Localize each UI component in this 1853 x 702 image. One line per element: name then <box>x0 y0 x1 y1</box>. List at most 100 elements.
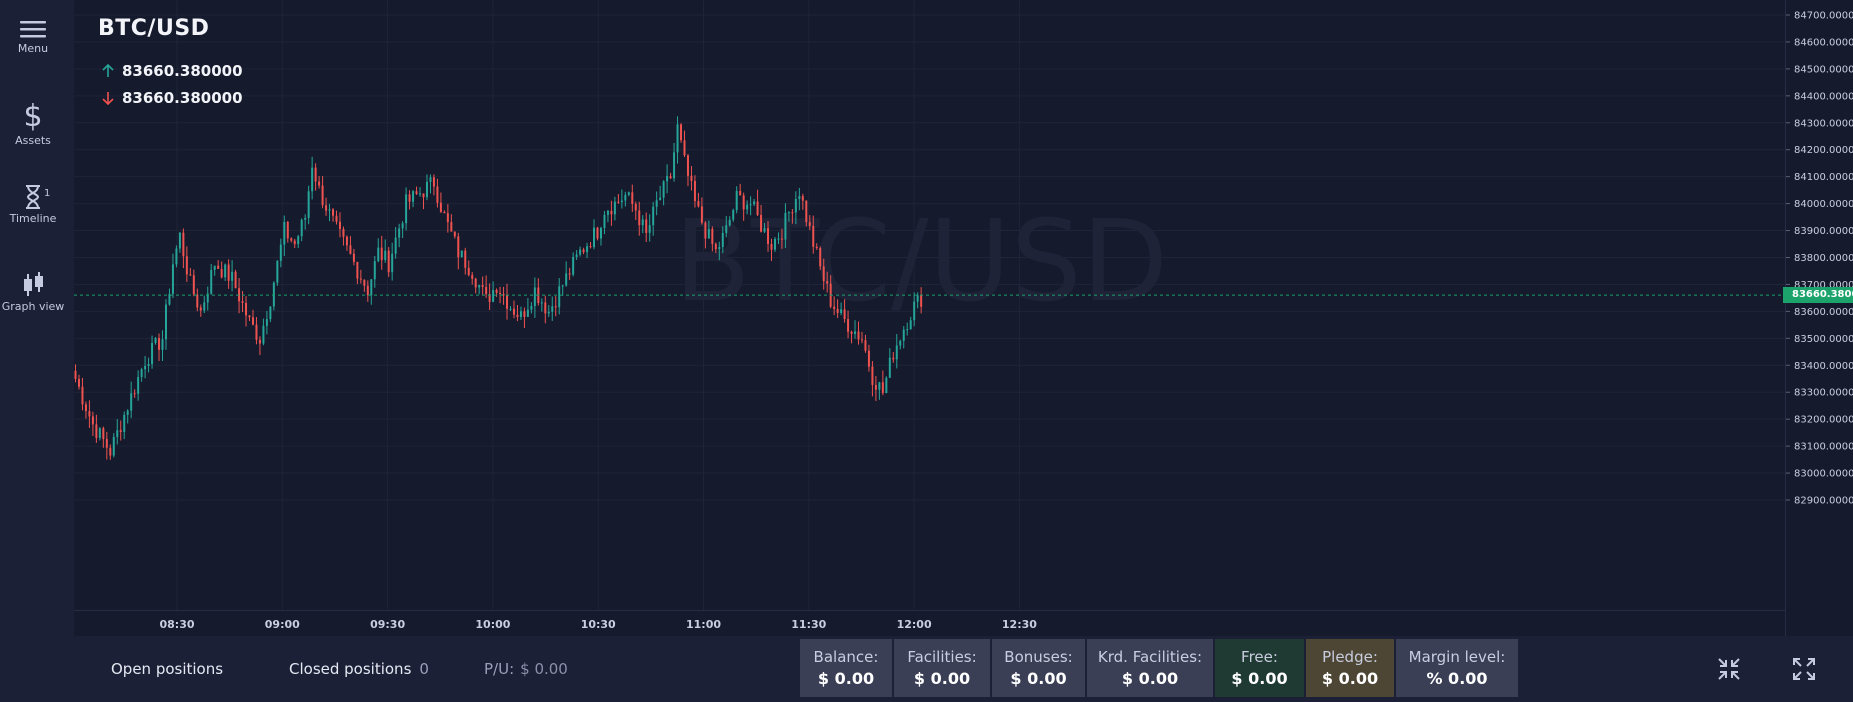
candle-body <box>777 238 780 240</box>
candle-body <box>164 304 167 340</box>
bid-quote: 83660.380000 <box>102 89 243 107</box>
sidebar-item-timeline[interactable]: 1 Timeline <box>0 184 66 225</box>
tab-open-positions[interactable]: Open positions <box>111 660 223 678</box>
candle-body <box>780 238 783 240</box>
candle-body <box>822 266 825 282</box>
pl-label: P/U: <box>484 660 515 678</box>
candle-body <box>293 240 296 245</box>
candle-body <box>325 205 328 211</box>
candle-body <box>189 274 192 276</box>
candle-body <box>338 221 341 229</box>
candle-body <box>126 410 129 415</box>
candle-body <box>217 265 220 269</box>
price-tick-label: 84000.0000 <box>1794 199 1853 210</box>
candle-body <box>74 370 77 379</box>
candle-body <box>711 228 714 244</box>
candle-body <box>652 206 655 226</box>
tab-label: Open positions <box>111 660 224 678</box>
candle-body <box>137 377 140 394</box>
candle-body <box>185 256 188 275</box>
ask-quote: 83660.380000 <box>102 62 243 80</box>
price-tick-label: 82900.0000 <box>1794 496 1853 507</box>
candle-body <box>318 181 321 186</box>
sidebar-item-menu[interactable]: Menu <box>0 18 66 55</box>
candle-body <box>446 213 449 223</box>
expand-button[interactable] <box>1791 656 1817 682</box>
time-axis[interactable]: 08:30 09:00 09:30 10:00 10:30 11:00 11:30 12:00… <box>74 610 1785 636</box>
candle-body <box>554 306 557 308</box>
candle-body <box>631 192 634 204</box>
candle-body <box>673 152 676 179</box>
candle-body <box>634 203 637 211</box>
price-tick-label: 84700.0000 <box>1794 11 1853 22</box>
instrument-symbol: BTC/USD <box>98 16 210 41</box>
candle-body <box>840 309 843 313</box>
candle-body <box>627 192 630 195</box>
candle-body <box>582 249 585 253</box>
candle-body <box>349 245 352 254</box>
chart-canvas[interactable]: BTC/USD <box>74 0 1785 610</box>
candle-body <box>98 428 101 438</box>
candle-body <box>467 267 470 275</box>
candle-body <box>885 377 888 394</box>
candle-body <box>732 210 735 220</box>
bottom-bar: Open positions Closed positions 0 P/U: $ 0… <box>0 636 1853 702</box>
candle-body <box>133 393 136 395</box>
candle-body <box>182 232 185 257</box>
candle-body <box>773 239 776 250</box>
candle-body <box>290 238 293 241</box>
candle-body <box>603 214 606 228</box>
candle-body <box>109 447 112 456</box>
candle-body <box>565 273 568 286</box>
candle-body <box>617 201 620 203</box>
time-tick-label: 09:30 <box>370 618 405 631</box>
candle-body <box>213 265 216 270</box>
candle-body <box>238 288 241 302</box>
price-tick-label: 84100.0000 <box>1794 172 1853 183</box>
price-tick-label: 84200.0000 <box>1794 145 1853 156</box>
candle-body <box>422 193 425 198</box>
candle-body <box>662 181 665 198</box>
candle-body <box>544 302 547 314</box>
candle-body <box>850 331 853 334</box>
price-axis[interactable]: 84700.0000 84600.0000 84500.0000 84400.0000… <box>1785 0 1853 636</box>
candle-body <box>568 273 571 275</box>
price-tick-label: 83100.0000 <box>1794 442 1853 453</box>
candle-body <box>519 311 522 318</box>
time-tick-label: 11:00 <box>686 618 721 631</box>
candle-body <box>714 243 717 250</box>
candle-body <box>168 293 171 305</box>
candle-body <box>391 253 394 273</box>
candle-body <box>787 212 790 214</box>
collapse-icon <box>1718 658 1740 680</box>
candle-body <box>436 186 439 203</box>
candle-body <box>739 191 742 196</box>
current-price-tag: 83660.3800 <box>1783 287 1853 304</box>
candle-body <box>91 416 94 425</box>
candle-body <box>335 215 338 222</box>
candle-body <box>746 204 749 210</box>
candle-body <box>676 124 679 153</box>
candle-body <box>119 430 122 433</box>
candle-body <box>659 197 662 201</box>
card-value: $ 0.00 <box>1010 669 1067 688</box>
facilities-card: Facilities: $ 0.00 <box>894 639 990 697</box>
arrow-down-icon <box>102 92 114 105</box>
candle-body <box>359 278 362 280</box>
candle-body <box>105 439 108 448</box>
candle-body <box>502 293 505 296</box>
collapse-button[interactable] <box>1716 656 1742 682</box>
candle-body <box>721 233 724 247</box>
price-chart[interactable]: BTC/USD <box>74 0 1785 610</box>
candle-body <box>412 191 415 202</box>
candle-body <box>530 305 533 310</box>
sidebar-item-label: Timeline <box>9 212 57 225</box>
candle-body <box>258 339 261 344</box>
price-tick-label: 84300.0000 <box>1794 118 1853 129</box>
candle-body <box>363 279 366 286</box>
tab-closed-positions[interactable]: Closed positions 0 <box>289 660 429 678</box>
candle-body <box>81 386 84 405</box>
candle-body <box>84 404 87 412</box>
sidebar-item-graph-view[interactable]: Graph view <box>0 270 66 313</box>
sidebar-item-assets[interactable]: $ Assets <box>0 98 66 147</box>
